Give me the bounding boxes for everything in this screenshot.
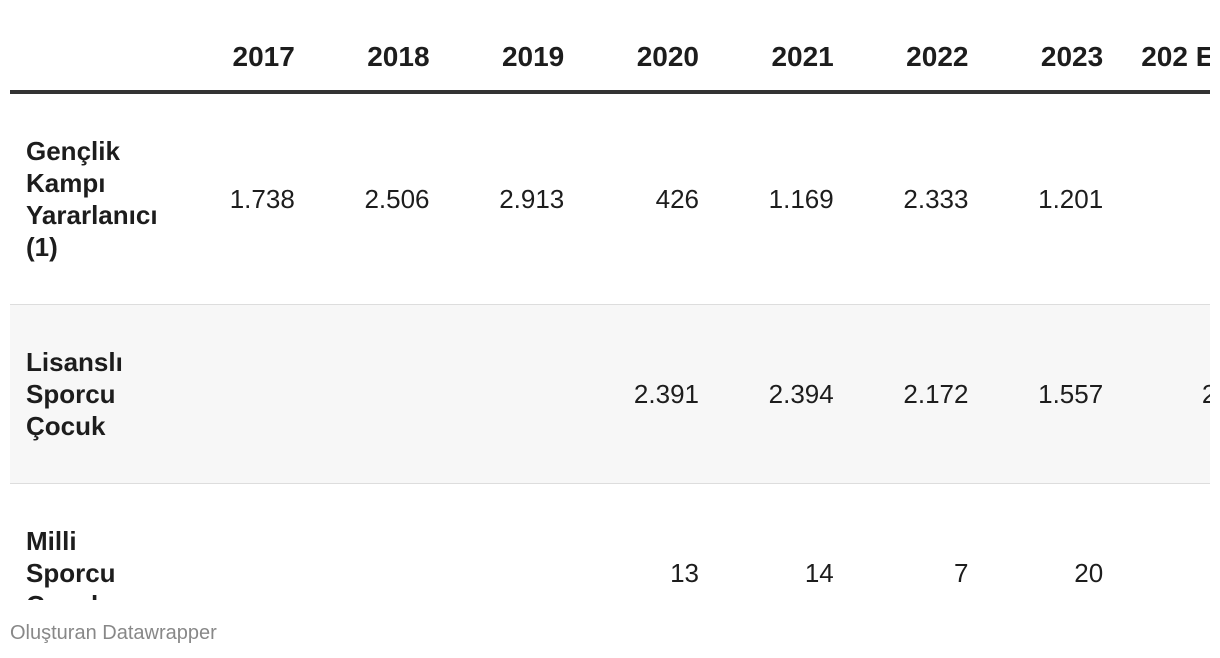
table-cell: 2.394 bbox=[709, 304, 844, 484]
column-header: 2021 bbox=[709, 40, 844, 94]
table-row: Lisanslı Sporcu Çocuk 2.391 2.394 2.172 1.55… bbox=[10, 304, 1210, 484]
column-header: 2023 bbox=[978, 40, 1114, 94]
column-header: 2022 bbox=[843, 40, 979, 94]
table-cell: 2.1 bbox=[1113, 304, 1210, 484]
corner-cell bbox=[10, 40, 171, 94]
table-cell: 2.913 bbox=[439, 92, 575, 305]
table-cell: 1.557 bbox=[978, 304, 1114, 484]
table-cell bbox=[305, 484, 440, 601]
table-cell: 2.333 bbox=[843, 92, 979, 305]
table-cell: 7 bbox=[954, 558, 969, 588]
table-row: Gençlik Kampı Yararlanıcı (1) 1.738 2.506 2… bbox=[10, 92, 1210, 305]
table-cell bbox=[1113, 484, 1210, 601]
table-cell: 20 bbox=[1074, 558, 1104, 588]
column-header: 2019 bbox=[439, 40, 575, 94]
footer: Oluşturan Datawrapper bbox=[10, 622, 217, 644]
table-cell: 14 bbox=[804, 558, 834, 588]
table-cell: 2.506 bbox=[304, 92, 440, 305]
table-cell: 1.738 bbox=[170, 92, 305, 305]
column-header: 2017 bbox=[170, 40, 305, 94]
table-cell bbox=[1113, 92, 1210, 305]
table-cell bbox=[170, 304, 305, 484]
table-cell: 2.172 bbox=[843, 304, 979, 484]
table-cell: 1.169 bbox=[709, 92, 844, 305]
table-cell bbox=[440, 484, 575, 601]
table-cell bbox=[304, 304, 440, 484]
table-cell bbox=[439, 304, 575, 484]
table-cell: 2.391 bbox=[574, 304, 709, 484]
row-label: Milli Sporcu Çocuk bbox=[26, 526, 116, 600]
column-header: 2018 bbox=[304, 40, 440, 94]
column-header: 2020 bbox=[574, 40, 709, 94]
column-header: 202 Ek bbox=[1113, 40, 1210, 94]
table-cell: 426 bbox=[574, 92, 709, 305]
table-cell: 1.201 bbox=[978, 92, 1114, 305]
table-row: Milli Sporcu Çocuk 13 14 7 20 bbox=[10, 484, 1210, 601]
table-cell bbox=[170, 484, 305, 601]
row-label: Lisanslı Sporcu Çocuk bbox=[10, 304, 171, 484]
row-label: Gençlik Kampı Yararlanıcı (1) bbox=[10, 92, 171, 305]
table-cell: 13 bbox=[670, 558, 699, 588]
